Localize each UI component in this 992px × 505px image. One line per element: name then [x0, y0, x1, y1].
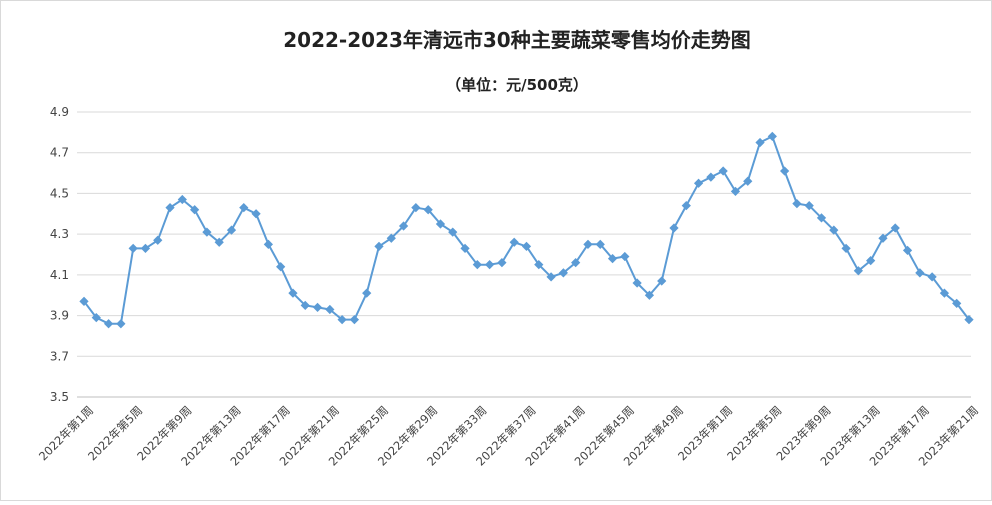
data-point: [706, 172, 716, 182]
data-point: [312, 302, 323, 313]
data-point: [718, 166, 728, 176]
y-tick-label: 4.9: [50, 105, 69, 119]
data-point: [448, 227, 458, 237]
data-point: [853, 266, 863, 276]
x-axis-ticks: 2022年第1周2022年第5周2022年第9周2022年第13周2022年第1…: [36, 403, 981, 468]
data-point: [939, 288, 950, 298]
data-point: [521, 241, 532, 251]
data-point: [411, 203, 421, 213]
data-point: [792, 198, 802, 209]
y-tick-label: 4.3: [50, 227, 69, 241]
data-point: [780, 166, 790, 176]
gridlines: [77, 111, 971, 398]
data-point: [460, 243, 470, 254]
data-point: [644, 290, 655, 300]
data-point: [128, 243, 138, 254]
data-point: [288, 288, 298, 298]
data-point: [866, 255, 876, 266]
series-markers: [79, 131, 974, 329]
data-point: [927, 272, 937, 282]
data-point: [349, 315, 360, 325]
data-point: [693, 178, 704, 188]
data-point: [190, 205, 200, 215]
chart-subtitle: （单位：元/500克）: [446, 76, 588, 94]
data-point: [558, 268, 568, 278]
data-point: [804, 201, 814, 211]
y-tick-label: 4.1: [50, 268, 69, 282]
data-point: [902, 245, 913, 256]
data-point: [226, 225, 237, 235]
data-point: [595, 239, 605, 249]
data-point: [116, 319, 126, 329]
data-point: [337, 315, 347, 325]
data-point: [423, 205, 433, 215]
data-point: [214, 237, 224, 247]
data-point: [435, 219, 446, 229]
data-point: [669, 223, 679, 233]
data-point: [915, 268, 925, 278]
data-point: [546, 272, 556, 282]
data-point: [202, 227, 212, 237]
y-tick-label: 4.5: [50, 186, 69, 200]
data-point: [767, 131, 777, 142]
data-point: [472, 260, 482, 270]
data-point: [177, 194, 187, 205]
data-point: [362, 288, 372, 298]
data-point: [91, 312, 101, 323]
data-point: [140, 243, 151, 254]
data-point: [534, 260, 544, 270]
data-point: [878, 233, 888, 243]
data-point: [239, 203, 249, 213]
y-axis-ticks: 3.5 3.7 3.9 4.1 4.3 4.5 4.7 4.9: [50, 105, 69, 404]
data-point: [632, 278, 642, 288]
data-point: [276, 262, 286, 272]
data-point: [153, 235, 163, 245]
data-point: [583, 239, 593, 249]
data-point: [571, 258, 581, 268]
data-point: [103, 319, 114, 329]
y-tick-label: 3.9: [50, 309, 69, 323]
y-tick-label: 4.7: [50, 146, 69, 160]
chart-title: 2022-2023年清远市30种主要蔬菜零售均价走势图: [283, 28, 750, 52]
data-point: [743, 176, 753, 186]
data-point: [263, 239, 273, 249]
y-tick-label: 3.5: [50, 390, 69, 404]
data-point: [497, 258, 507, 268]
data-point: [485, 260, 495, 270]
data-point: [681, 201, 691, 211]
data-point: [620, 251, 630, 262]
data-point: [952, 298, 962, 308]
data-point: [398, 221, 409, 231]
data-point: [730, 186, 741, 197]
data-point: [841, 243, 851, 254]
y-tick-label: 3.7: [50, 349, 69, 363]
data-point: [165, 203, 175, 213]
data-point: [386, 233, 396, 243]
data-point: [607, 253, 618, 264]
data-point: [325, 304, 335, 315]
data-point: [829, 225, 839, 235]
data-point: [374, 241, 384, 251]
data-point: [657, 276, 667, 286]
data-point: [79, 296, 89, 306]
data-point: [251, 209, 261, 219]
data-point: [755, 137, 765, 148]
data-point: [890, 223, 900, 233]
data-point: [300, 300, 310, 311]
data-point: [509, 237, 519, 247]
data-point: [816, 213, 827, 223]
data-point: [964, 315, 974, 325]
